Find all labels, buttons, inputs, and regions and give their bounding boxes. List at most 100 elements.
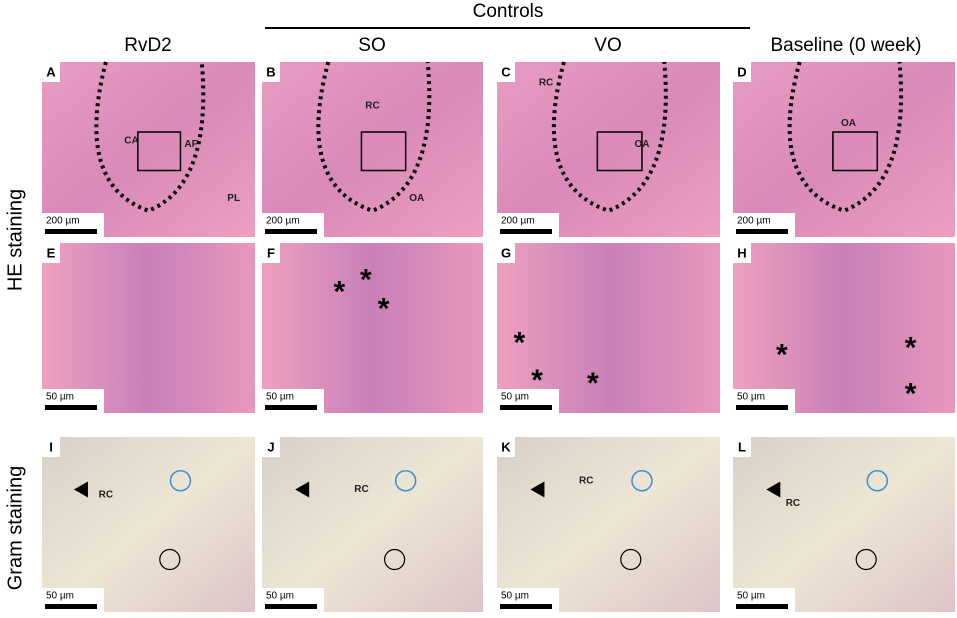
asterisk: * [531, 364, 543, 397]
region-label: OA [841, 118, 856, 129]
scale-label: 50 µm [501, 392, 529, 403]
panel-letter: K [501, 439, 511, 454]
scale-label: 200 µm [501, 216, 535, 227]
asterisk: * [776, 338, 788, 371]
letter-bg [42, 62, 60, 82]
region-label: RC [354, 484, 368, 495]
bacteria-circle [855, 548, 877, 571]
scale-label: 50 µm [46, 392, 74, 403]
scale-bar [265, 405, 317, 410]
region-label: RC [99, 489, 113, 500]
letter-bg [497, 437, 515, 457]
micrograph [733, 62, 955, 237]
scale-bar [736, 604, 788, 609]
arrowhead [530, 481, 545, 498]
bacteria-circle [631, 470, 653, 492]
panel-letter: J [267, 439, 274, 454]
scale-bar [265, 604, 317, 609]
bacteria-circle [620, 548, 642, 571]
inset-box [360, 131, 407, 172]
tissue-outline [94, 61, 206, 213]
region-label: AF [184, 139, 197, 150]
inset-box [137, 131, 182, 172]
arrowhead [73, 481, 88, 498]
row-label: HE staining [4, 189, 26, 291]
letter-bg [262, 62, 280, 82]
micrograph [497, 243, 720, 413]
micrograph [497, 437, 720, 612]
bacteria-circle [394, 470, 417, 492]
scale-label: 50 µm [737, 392, 765, 403]
column-header: VO [594, 35, 621, 56]
bacteria-circle [159, 548, 181, 571]
scale-bar [500, 229, 552, 234]
region-label: PL [227, 193, 240, 204]
asterisk: * [905, 332, 917, 365]
micrograph [497, 62, 720, 237]
panel-letter: B [266, 64, 275, 79]
asterisk: * [587, 367, 599, 400]
scale-label: 200 µm [46, 216, 80, 227]
panel-letter: I [49, 439, 53, 454]
letter-bg [262, 243, 280, 263]
letter-bg [733, 243, 751, 263]
panel-letter: L [738, 439, 746, 454]
scale-label: 50 µm [46, 591, 74, 602]
micrograph [733, 243, 955, 413]
micrograph [733, 437, 955, 612]
column-header: SO [358, 35, 385, 56]
letter-bg [497, 243, 515, 263]
arrowhead [766, 481, 781, 498]
scale-bar [500, 405, 552, 410]
scale-bar [265, 229, 317, 234]
panel-letter: F [267, 245, 275, 260]
letter-bg [262, 437, 280, 457]
panel-letter: E [47, 245, 56, 260]
inset-box [596, 131, 643, 172]
scale-bar [45, 229, 97, 234]
region-label: RC [365, 100, 379, 111]
panel-letter: C [501, 64, 511, 79]
bacteria-circle [384, 548, 406, 571]
region-label: RC [539, 78, 553, 89]
column-header: Baseline (0 week) [770, 35, 921, 56]
panel-letter: H [737, 245, 746, 260]
micrograph [42, 62, 255, 237]
scale-bar [45, 405, 97, 410]
letter-bg [42, 437, 60, 457]
micrograph [42, 243, 255, 413]
panel-letter: A [46, 64, 56, 79]
asterisk: * [905, 377, 917, 410]
arrowhead [295, 481, 310, 498]
region-label: CA [124, 135, 138, 146]
row-label: Gram staining [4, 466, 26, 591]
asterisk: * [513, 326, 525, 359]
micrograph [42, 437, 255, 612]
scale-label: 50 µm [266, 392, 294, 403]
micrograph [262, 243, 483, 413]
panel-letter: G [501, 245, 511, 260]
region-label: OA [409, 193, 424, 204]
scale-label: 200 µm [266, 216, 300, 227]
scale-label: 200 µm [737, 216, 771, 227]
letter-bg [733, 62, 751, 82]
asterisk: * [360, 264, 372, 297]
bacteria-circle [866, 470, 889, 492]
letter-bg [42, 243, 60, 263]
region-label: OA [634, 139, 649, 150]
letter-bg [497, 62, 515, 82]
bacteria-circle [169, 470, 192, 492]
panel-letter: D [737, 64, 746, 79]
asterisk: * [334, 275, 346, 308]
scale-label: 50 µm [737, 591, 765, 602]
scale-label: 50 µm [266, 591, 294, 602]
letter-bg [733, 437, 751, 457]
region-label: RC [786, 498, 800, 509]
inset-box [832, 131, 879, 172]
scale-bar [45, 604, 97, 609]
asterisk: * [378, 292, 390, 325]
column-header: RvD2 [124, 35, 172, 56]
scale-bar [736, 405, 788, 410]
scale-label: 50 µm [501, 591, 529, 602]
